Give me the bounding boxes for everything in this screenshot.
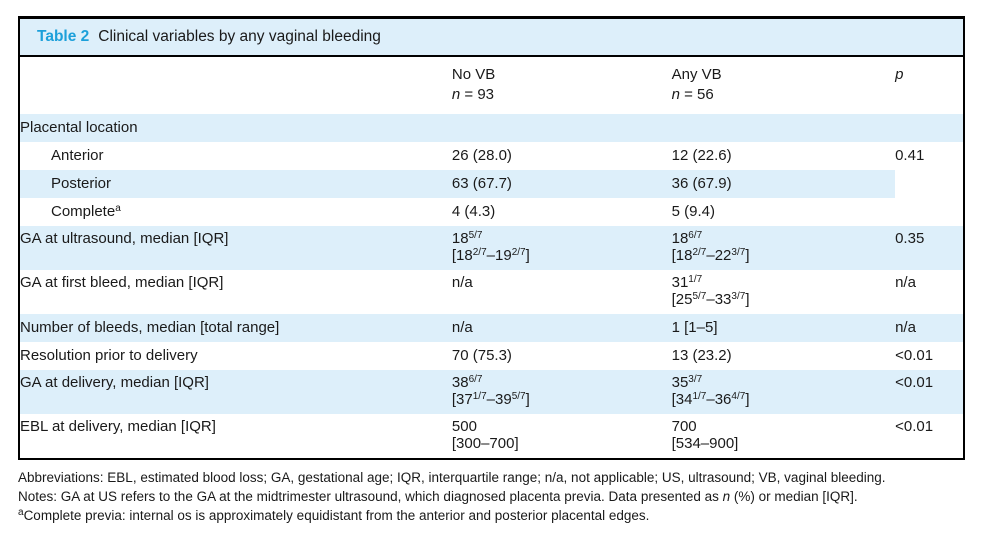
cell-no-vb: n/a: [451, 274, 473, 291]
data-table: No VB n = 93 Any VB n = 56 p Placental loc…: [20, 57, 963, 458]
table-row-ga-first-bleed: GA at first bleed, median [IQR] n/a 311/…: [20, 270, 963, 314]
table-number-label: Table 2: [37, 28, 90, 45]
table-2: Table 2 Clinical variables by any vagina…: [18, 16, 965, 460]
cell-no-vb: 4 (4.3): [451, 203, 496, 220]
cell-any-vb: 12 (22.6): [671, 147, 732, 164]
cell-p: <0.01: [895, 418, 934, 435]
cell-no-vb: 386/7 [371/7–395/7]: [451, 370, 672, 414]
row-label: GA at ultrasound, median [IQR]: [20, 226, 452, 270]
column-header-p: p: [895, 66, 904, 83]
cell-p: <0.01: [895, 347, 934, 364]
row-label: Placental location: [20, 114, 452, 142]
footnote-notes: Notes: GA at US refers to the GA at the …: [18, 489, 858, 504]
table-row-placental-location: Placental location: [20, 114, 963, 142]
column-header-no-vb: No VB n = 93: [451, 66, 496, 103]
column-header-any-vb: Any VB n = 56: [671, 66, 722, 103]
cell-any-vb: [671, 114, 896, 142]
cell-any-vb: 311/7 [255/7–333/7]: [671, 274, 750, 308]
table-title-bar: Table 2 Clinical variables by any vagina…: [20, 19, 963, 57]
cell-any-vb: 1 [1–5]: [671, 314, 896, 342]
table-row-posterior: Posterior 63 (67.7) 36 (67.9): [20, 170, 963, 198]
cell-p: n/a: [895, 314, 963, 342]
cell-any-vb: 5 (9.4): [671, 203, 715, 220]
cell-no-vb: n/a: [451, 314, 672, 342]
row-label: GA at delivery, median [IQR]: [20, 370, 452, 414]
cell-p: n/a: [895, 274, 916, 291]
row-label: Posterior: [20, 170, 452, 198]
cell-any-vb: 353/7 [341/7–364/7]: [671, 370, 896, 414]
cell-p: 0.41: [895, 147, 925, 164]
footnotes: Abbreviations: EBL, estimated blood loss…: [18, 468, 968, 525]
cell-no-vb: 63 (67.7): [451, 170, 672, 198]
header-row: No VB n = 93 Any VB n = 56 p: [20, 57, 963, 114]
footnote-a: aComplete previa: internal os is approxi…: [18, 507, 650, 524]
row-label: Anterior: [51, 147, 104, 164]
table-title: Clinical variables by any vaginal bleedi…: [98, 28, 381, 45]
table-row-resolution: Resolution prior to delivery 70 (75.3) 1…: [20, 342, 963, 370]
cell-p: [895, 198, 963, 226]
row-label: Resolution prior to delivery: [20, 347, 198, 364]
cell-p: [895, 114, 963, 142]
table-row-ga-ultrasound: GA at ultrasound, median [IQR] 185/7 [182…: [20, 226, 963, 270]
row-label: Number of bleeds, median [total range]: [20, 314, 452, 342]
table-row-ebl-delivery: EBL at delivery, median [IQR] 500 [300–70…: [20, 414, 963, 458]
row-label: EBL at delivery, median [IQR]: [20, 418, 216, 435]
cell-no-vb: [451, 114, 672, 142]
table-row-anterior: Anterior 26 (28.0) 12 (22.6) 0.41: [20, 142, 963, 170]
table-row-complete: Completea 4 (4.3) 5 (9.4): [20, 198, 963, 226]
cell-no-vb: 185/7 [182/7–192/7]: [451, 226, 672, 270]
table-row-ga-delivery: GA at delivery, median [IQR] 386/7 [371/7…: [20, 370, 963, 414]
row-label: GA at first bleed, median [IQR]: [20, 274, 224, 291]
cell-any-vb: 36 (67.9): [671, 170, 896, 198]
cell-no-vb: 500 [300–700]: [451, 418, 519, 452]
cell-no-vb: 70 (75.3): [451, 347, 512, 364]
table-row-number-of-bleeds: Number of bleeds, median [total range] n…: [20, 314, 963, 342]
row-label: Completea: [51, 203, 121, 220]
cell-p: 0.35: [895, 226, 963, 270]
cell-no-vb: 26 (28.0): [451, 147, 512, 164]
footnote-abbreviations: Abbreviations: EBL, estimated blood loss…: [18, 470, 886, 485]
cell-any-vb: 186/7 [182/7–223/7]: [671, 226, 896, 270]
cell-any-vb: 700 [534–900]: [671, 418, 739, 452]
cell-any-vb: 13 (23.2): [671, 347, 732, 364]
cell-p: <0.01: [895, 370, 963, 414]
cell-p: [895, 170, 963, 198]
column-header-variable: [20, 57, 452, 114]
